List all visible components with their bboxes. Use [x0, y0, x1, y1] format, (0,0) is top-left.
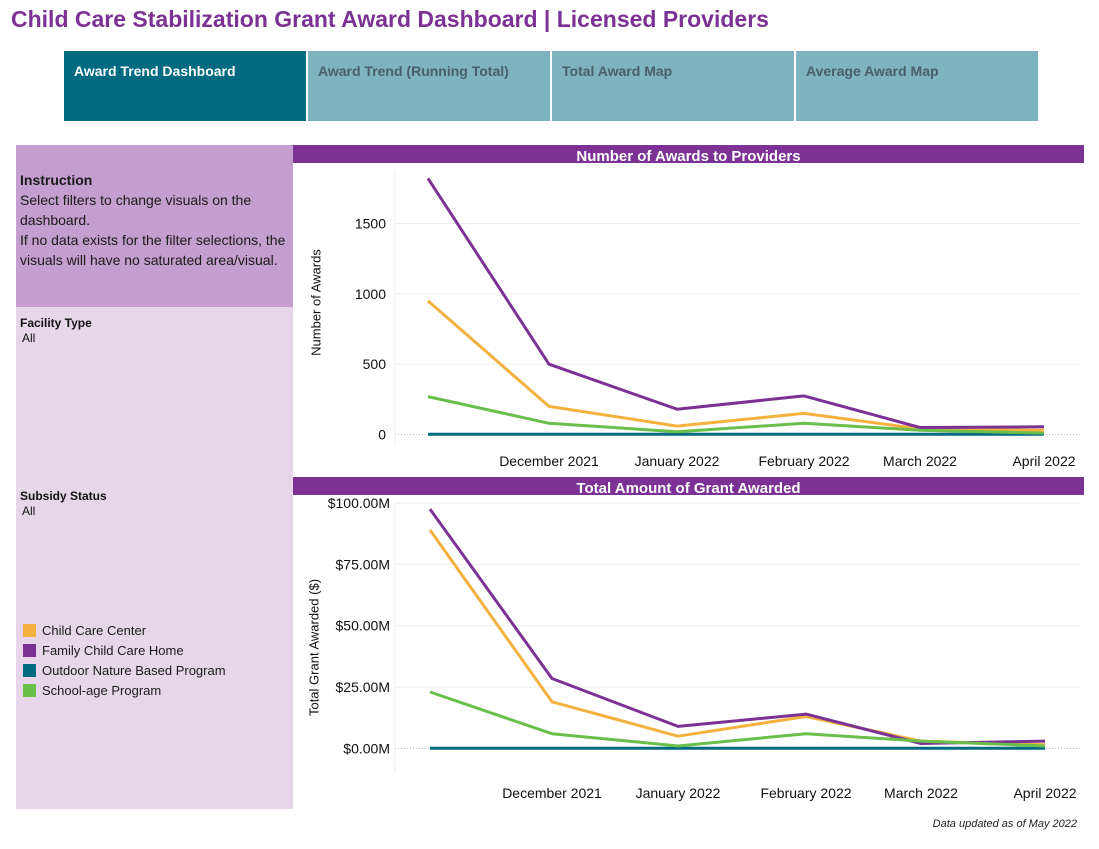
x-tick-label: March 2022 [884, 785, 958, 801]
legend-label: School-age Program [42, 682, 162, 698]
x-tick-label: March 2022 [883, 453, 957, 469]
instruction-title: Instruction [20, 172, 93, 188]
legend-label: Family Child Care Home [42, 642, 184, 658]
y-tick-label: $100.00M [328, 495, 390, 511]
tab-award-trend-dashboard[interactable]: Award Trend Dashboard [64, 51, 306, 121]
series-line-family-child-care-home [426, 177, 1045, 429]
series-line-school-age-program [429, 690, 1046, 748]
filter-subsidy-status-value[interactable]: All [22, 504, 36, 518]
x-tick-label: February 2022 [758, 453, 849, 469]
x-tick-label: April 2022 [1012, 453, 1075, 469]
instruction-block: Instruction Select filters to change vis… [20, 170, 288, 270]
x-tick-label: December 2021 [499, 453, 599, 469]
y-tick-label: 0 [378, 427, 386, 443]
x-tick-label: January 2022 [635, 453, 720, 469]
chart-title-total-grant: Total Amount of Grant Awarded [293, 477, 1084, 495]
page-title: Child Care Stabilization Grant Award Das… [11, 6, 769, 32]
x-tick-label: December 2021 [502, 785, 602, 801]
y-tick-label: 500 [363, 356, 387, 372]
x-tick-label: February 2022 [760, 785, 851, 801]
legend-label: Outdoor Nature Based Program [42, 662, 226, 678]
legend-item-child-care-center[interactable]: Child Care Center [23, 620, 146, 640]
y-tick-label: 1500 [355, 215, 386, 231]
y-tick-label: $50.00M [336, 618, 390, 634]
series-line-family-child-care-home [428, 508, 1046, 745]
tab-average-award-map[interactable]: Average Award Map [796, 51, 1038, 121]
tab-total-award-map[interactable]: Total Award Map [552, 51, 794, 121]
series-line-school-age-program [427, 395, 1045, 435]
y-tick-label: $75.00M [336, 556, 390, 572]
legend-swatch [23, 643, 36, 657]
legend-label: Child Care Center [42, 622, 147, 638]
legend-swatch [23, 623, 36, 637]
filter-facility-type-label: Facility Type [20, 316, 92, 330]
filter-facility-type-value[interactable]: All [22, 331, 36, 345]
y-tick-label: $25.00M [336, 679, 390, 695]
data-updated-note: Data updated as of May 2022 [932, 818, 1077, 830]
legend-swatch [23, 663, 36, 677]
chart-title-number-of-awards: Number of Awards to Providers [293, 145, 1084, 163]
x-tick-label: April 2022 [1013, 785, 1076, 801]
legend-item-family-child-care-home[interactable]: Family Child Care Home [23, 640, 184, 660]
filter-subsidy-status-label: Subsidy Status [20, 489, 107, 503]
legend-item-school-age-program[interactable]: School-age Program [23, 680, 161, 700]
instruction-text: Select filters to change visuals on the … [20, 192, 286, 268]
legend-item-outdoor-nature-based-program[interactable]: Outdoor Nature Based Program [23, 660, 226, 680]
y-tick-label: 1000 [355, 286, 386, 302]
series-line-child-care-center [427, 299, 1045, 432]
x-tick-label: January 2022 [636, 785, 721, 801]
instruction-panel [16, 145, 293, 307]
y-tick-label: $0.00M [343, 740, 390, 756]
filter-panel [16, 307, 293, 809]
tab-award-trend-running-total[interactable]: Award Trend (Running Total) [308, 51, 550, 121]
legend-swatch [23, 683, 36, 697]
